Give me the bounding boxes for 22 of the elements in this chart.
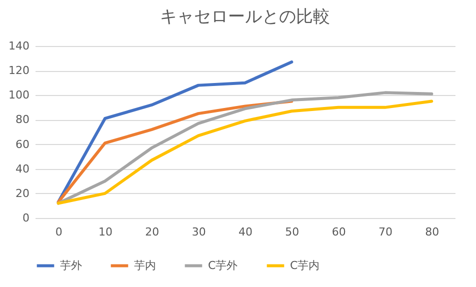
y-tick-label: 100 <box>8 88 30 102</box>
legend-label: C芋内 <box>290 258 320 272</box>
x-tick-label: 80 <box>425 226 440 238</box>
y-tick-label: 120 <box>8 64 30 78</box>
legend-label: 芋外 <box>60 258 82 272</box>
y-tick-label: 40 <box>16 162 30 176</box>
x-tick-label: 0 <box>55 226 62 238</box>
y-tick-label: 80 <box>16 113 30 126</box>
y-tick-label: 20 <box>16 186 30 200</box>
x-tick-label: 40 <box>238 226 252 238</box>
y-tick-label: 60 <box>16 138 30 151</box>
x-tick-label: 10 <box>98 226 112 238</box>
x-tick-label: 30 <box>192 226 206 238</box>
x-tick-label: 70 <box>378 226 392 238</box>
x-tick-label: 60 <box>332 226 346 238</box>
legend-label: C芋外 <box>208 258 238 272</box>
x-tick-label: 50 <box>285 226 300 238</box>
y-tick-label: 140 <box>8 40 30 52</box>
y-tick-label: 0 <box>22 212 30 224</box>
chart-title: キャセロールとの比較 <box>160 7 330 27</box>
legend-label: 芋内 <box>134 258 156 272</box>
x-tick-label: 20 <box>145 226 160 238</box>
